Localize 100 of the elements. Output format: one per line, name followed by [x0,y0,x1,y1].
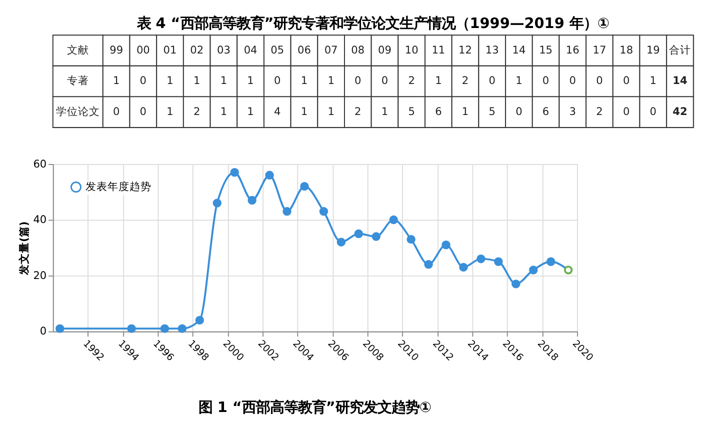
point [512,280,520,288]
x-axis-title: 文献 [66,43,89,56]
data-label: 2 [408,75,415,88]
data-label: 1 [166,106,174,118]
data-label: 0 [354,75,362,88]
data-label: 1 [220,75,228,88]
data-label: 2 [596,106,603,118]
point [529,266,538,274]
x-tick-label: 13 [485,44,499,56]
point [300,182,309,191]
data-label: 0 [488,75,496,88]
point [265,170,274,180]
x-tick-label: 17 [592,44,606,56]
data-label: 1 [220,106,228,118]
x-tick-label: 00 [136,44,150,56]
x-tick-label: 16 [566,44,580,56]
y-tick-label: 0 [40,326,47,338]
data-label: 1 [462,106,469,118]
point [212,198,222,208]
point [476,254,486,264]
point [195,316,204,325]
point [389,215,398,224]
data-label: 0 [140,75,147,88]
data-label: 1 [300,75,308,88]
x-tick-label: 01 [163,44,177,56]
data-label: 0 [622,75,630,88]
data-label: 1 [328,75,334,88]
y-axis-title: 发文量(篇) [17,221,30,276]
x-tick-label: 05 [270,44,284,56]
x-tick-label: 11 [432,44,446,56]
data-label: 3 [569,106,576,118]
data-label: 6 [435,106,442,118]
data-label: 0 [569,75,576,88]
data-label: 42 [672,106,688,118]
data-label: 1 [516,75,522,88]
y-tick-label: 专著 [66,74,89,88]
point [178,324,187,333]
x-tick-label: 18 [620,44,634,56]
y-tick-label: 40 [33,214,47,226]
data-label: 1 [435,75,442,88]
y-tick-label: 学位论文 [56,104,100,118]
data-label: 1 [166,75,174,88]
x-tick-label: 04 [244,44,258,56]
point [160,324,170,333]
x-tick-label: 12 [458,44,472,56]
point [424,260,433,269]
point [56,324,64,333]
point [230,168,239,177]
data-label: 5 [488,106,496,118]
x-tick-label: 03 [216,44,230,56]
data-label: 0 [381,75,388,88]
point [372,232,380,241]
y-tick-label: 60 [33,158,47,170]
data-label: 0 [274,75,282,88]
data-label: 0 [516,106,523,118]
data-label: 1 [247,106,254,118]
data-label: 1 [193,75,200,88]
data-label: 0 [596,75,604,88]
x-tick-label: 09 [378,44,392,56]
text: 图 1 “西部高等教育”研究发文趋势① [198,399,432,416]
point [248,196,256,205]
data-label: 0 [112,106,120,118]
point [564,266,573,274]
data-label: 14 [672,75,688,88]
data-label: 0 [650,106,657,118]
point [546,257,556,266]
point [336,238,346,246]
x-tick-label: 15 [539,44,553,56]
point [406,234,416,244]
x-tick-label: 19 [646,44,660,56]
data-label: 1 [650,75,657,88]
data-label: 1 [112,75,120,88]
data-label: 2 [354,106,362,118]
data-label: 4 [274,106,282,118]
data-label: 0 [542,75,550,88]
data-label: 6 [542,106,550,118]
y-tick-label: 20 [33,270,47,282]
x-tick-label: 06 [297,44,312,56]
data-label: 1 [381,106,388,118]
point [282,207,292,216]
legend-label: 发表年度趋势 [86,180,152,193]
data-label: 1 [328,106,334,118]
point [459,262,468,272]
x-tick-label: 07 [324,44,338,56]
x-tick-label: 02 [190,44,204,56]
chart-title: 表 4 “西部高等教育”研究专著和学位论文生产情况（1999—2019 年）① [136,14,610,32]
data-label: 0 [140,106,147,118]
point [442,240,450,250]
x-tick-label: 08 [351,44,365,56]
data-label: 1 [247,75,254,88]
x-tick-label: 合计 [669,43,691,56]
point [319,207,328,216]
x-tick-label: 99 [110,44,124,56]
point [354,229,364,238]
point [127,324,136,333]
data-label: 1 [300,106,308,118]
x-tick-label: 10 [404,44,419,56]
data-label: 5 [408,106,415,118]
point [494,257,503,266]
data-label: 2 [193,106,200,118]
